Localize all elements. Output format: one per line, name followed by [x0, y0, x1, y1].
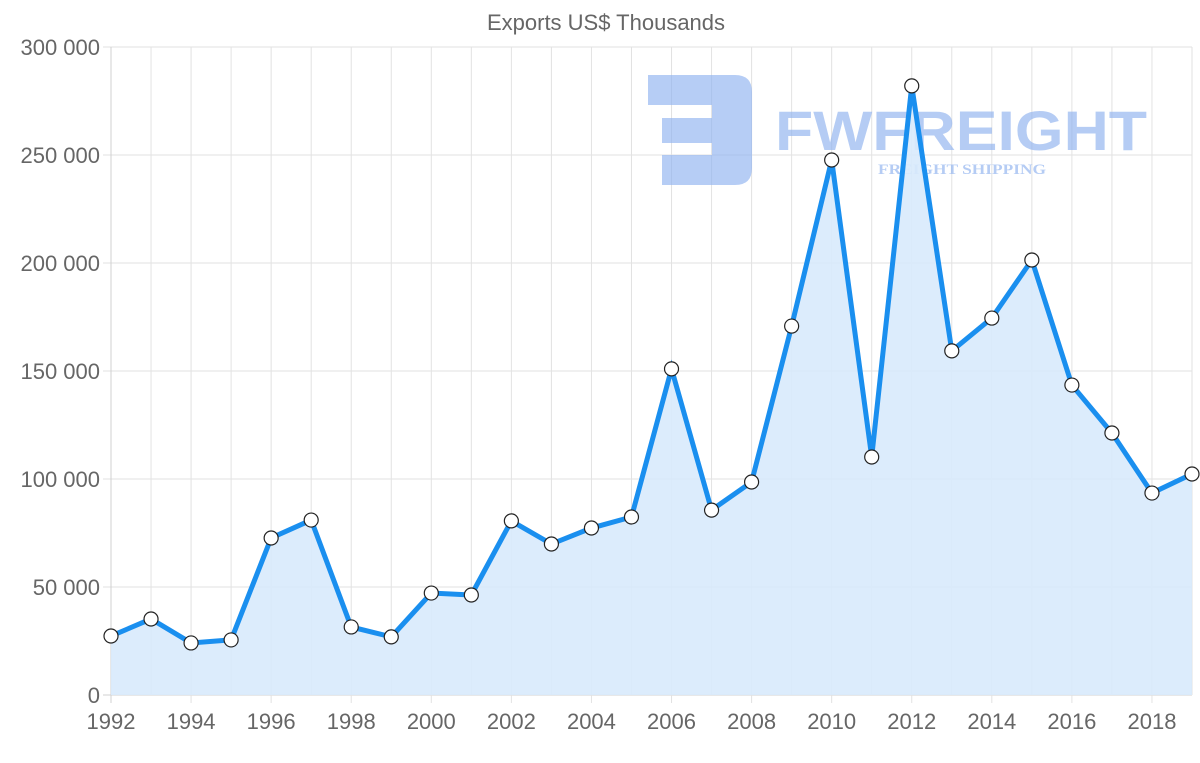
- x-tick-label: 1998: [327, 709, 376, 734]
- y-tick-label: 50 000: [33, 575, 100, 600]
- data-point-2012[interactable]: 2012: 282000: [904, 78, 920, 94]
- data-point-2001[interactable]: 2001: 46300: [463, 587, 479, 603]
- x-tick-label: 1992: [87, 709, 136, 734]
- data-point-1999[interactable]: 1999: 26900: [383, 629, 399, 645]
- y-tick-label: 300 000: [20, 35, 100, 60]
- x-tick-label: 2014: [967, 709, 1016, 734]
- y-tick-label: 250 000: [20, 143, 100, 168]
- y-axis-ticks: 0 50 000 100 000 150 000 200 000 250 000 300 0…: [20, 35, 100, 708]
- area-fill-path: [111, 85, 1192, 695]
- data-point-2014[interactable]: 2014: 174500: [984, 310, 1000, 326]
- x-tick-label: 1996: [247, 709, 296, 734]
- y-tick-label: 150 000: [20, 359, 100, 384]
- data-point-2002[interactable]: 2002: 80600: [503, 513, 519, 529]
- data-point-1994[interactable]: 1994: 24100: [183, 635, 199, 651]
- data-point-2005[interactable]: 2005: 82400: [623, 509, 640, 525]
- series-line-exports: [110, 85, 1194, 646]
- x-tick-label: 2012: [887, 709, 936, 734]
- x-tick-label: 2016: [1047, 709, 1096, 734]
- watermark-brand: FWFREIGHT: [775, 99, 1147, 162]
- data-point-1998[interactable]: 1998: 31500: [343, 619, 359, 635]
- data-point-1996[interactable]: 1996: 72700: [263, 530, 279, 546]
- x-tick-label: 2008: [727, 709, 776, 734]
- data-point-2009[interactable]: 2009: 170800: [784, 318, 800, 334]
- data-point-2018[interactable]: 2018: 93500: [1144, 485, 1160, 501]
- x-tick-label: 2004: [567, 709, 616, 734]
- data-markers: 1992: 27300 1993: 35200 1994: 24100 1995: 2…: [103, 78, 1200, 651]
- x-tick-label: 2010: [807, 709, 856, 734]
- data-line: [110, 85, 1194, 646]
- x-axis-ticks: 1992 1994 1996 1998 2000 2002 2004 2006 2008 2010…: [87, 709, 1177, 734]
- x-tick-label: 2006: [647, 709, 696, 734]
- data-point-2017[interactable]: 2017: 121300: [1104, 425, 1120, 441]
- area-fill: [111, 85, 1192, 695]
- data-point-2010[interactable]: 2010: 247700: [824, 152, 840, 168]
- y-tick-label: 200 000: [20, 251, 100, 276]
- x-tick-label: 2000: [407, 709, 456, 734]
- data-point-2004[interactable]: 2004: 77300: [583, 520, 600, 536]
- chart-title: Exports US$ Thousands: [487, 10, 725, 35]
- data-point-2016[interactable]: 2016: 143500: [1064, 377, 1080, 393]
- fwfreight-logo-icon: [648, 75, 752, 185]
- data-point-1993[interactable]: 1993: 35200: [143, 611, 159, 627]
- x-tick-label: 1994: [167, 709, 216, 734]
- data-point-1995[interactable]: 1995: 25500: [223, 632, 239, 648]
- data-point-2011[interactable]: 2011: 110200: [864, 449, 880, 465]
- x-tick-label: 2002: [487, 709, 536, 734]
- data-point-1997[interactable]: 1997: 81000: [303, 512, 319, 528]
- data-point-1992[interactable]: 1992: 27300: [103, 628, 119, 644]
- x-tick-label: 2018: [1127, 709, 1176, 734]
- data-point-2006[interactable]: 2006: 151000: [663, 361, 680, 377]
- data-point-2008[interactable]: 2008: 98600: [743, 474, 760, 490]
- data-point-2019[interactable]: 2019: 102300: [1184, 466, 1200, 482]
- y-tick-label: 100 000: [20, 467, 100, 492]
- data-point-2013[interactable]: 2013: 159300: [944, 343, 960, 359]
- data-point-2015[interactable]: 2015: 201400: [1024, 252, 1040, 268]
- data-point-2003[interactable]: 2003: 69900: [543, 536, 560, 552]
- data-point-2000[interactable]: 2000: 47200: [423, 585, 439, 601]
- y-tick-label: 0: [88, 683, 100, 708]
- data-point-2007[interactable]: 2007: 85600: [703, 502, 720, 518]
